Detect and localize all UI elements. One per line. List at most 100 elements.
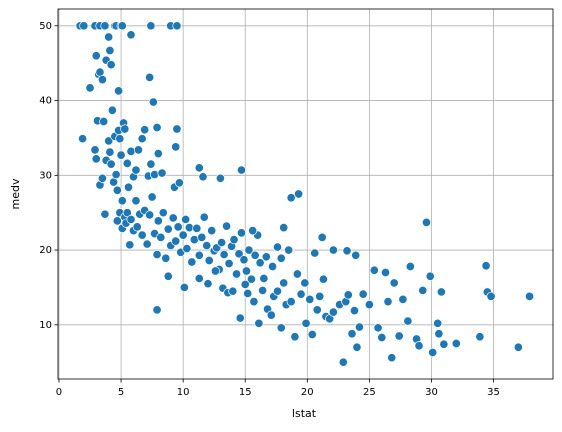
point (294, 189, 304, 199)
y-tick-label: 30 (39, 170, 52, 181)
point (123, 182, 134, 192)
point (425, 271, 435, 281)
y-tick-label: 50 (39, 21, 52, 32)
point (148, 97, 158, 107)
point (100, 21, 110, 31)
point (315, 291, 325, 301)
point (310, 248, 320, 258)
x-tick-label: 30 (425, 387, 438, 398)
point (146, 159, 156, 169)
point (284, 245, 294, 255)
point (272, 286, 283, 296)
point (168, 213, 178, 223)
point (106, 60, 116, 70)
point (217, 238, 227, 248)
point (418, 285, 428, 295)
point (248, 226, 258, 236)
point (78, 134, 88, 144)
point (369, 265, 379, 275)
point (380, 267, 391, 278)
point (354, 322, 364, 332)
point (202, 241, 212, 251)
y-tick-label: 40 (39, 96, 52, 107)
point (104, 32, 114, 42)
point (173, 222, 183, 232)
point (184, 223, 194, 233)
point (239, 255, 249, 265)
point (99, 116, 109, 127)
x-tick-label: 0 (56, 387, 62, 398)
point (145, 210, 155, 220)
point (279, 278, 289, 288)
point (236, 228, 247, 238)
point (387, 353, 397, 363)
point (405, 261, 415, 272)
point (261, 252, 271, 262)
point (351, 250, 361, 260)
point (347, 329, 357, 339)
point (414, 341, 424, 351)
point (158, 208, 168, 218)
point (100, 209, 110, 219)
point (116, 150, 126, 160)
x-axis-label: lstat (292, 407, 317, 420)
point (131, 165, 141, 175)
point (131, 196, 141, 206)
point (117, 196, 127, 206)
point (126, 214, 136, 224)
point (254, 318, 264, 328)
point (349, 306, 360, 316)
point (389, 278, 399, 288)
point (114, 86, 124, 96)
point (90, 145, 100, 155)
point (436, 287, 446, 297)
point (234, 249, 244, 259)
point (91, 51, 101, 61)
point (394, 331, 404, 341)
x-tick-label: 20 (301, 387, 314, 398)
point (194, 273, 204, 284)
point (486, 291, 496, 301)
point (421, 217, 432, 227)
point (434, 329, 444, 339)
point (246, 274, 256, 284)
point (524, 291, 535, 301)
point (258, 285, 268, 295)
point (222, 221, 232, 231)
point (109, 177, 119, 187)
point (243, 288, 253, 298)
point (215, 173, 225, 183)
point (132, 222, 142, 232)
plot-frame (57, 8, 554, 380)
point (171, 236, 181, 246)
point (198, 172, 208, 182)
point (296, 289, 306, 299)
point (112, 185, 122, 195)
point (428, 347, 438, 358)
point (97, 75, 107, 85)
point (152, 249, 162, 260)
y-tick-label: 10 (39, 320, 52, 331)
point (161, 253, 171, 263)
point (178, 230, 188, 240)
point (152, 305, 162, 315)
x-tick-label: 10 (177, 387, 190, 398)
point (290, 332, 300, 342)
point (305, 294, 315, 304)
point (97, 173, 107, 183)
point (126, 146, 136, 156)
point (194, 250, 204, 260)
point (241, 266, 252, 276)
point (156, 232, 166, 242)
point (210, 266, 220, 276)
point (318, 274, 328, 284)
point (286, 297, 296, 307)
point (328, 307, 338, 317)
point (301, 318, 311, 328)
point (79, 21, 89, 31)
point (300, 278, 310, 288)
point (312, 305, 322, 315)
point (91, 154, 101, 164)
point (403, 316, 413, 326)
point (192, 223, 202, 233)
